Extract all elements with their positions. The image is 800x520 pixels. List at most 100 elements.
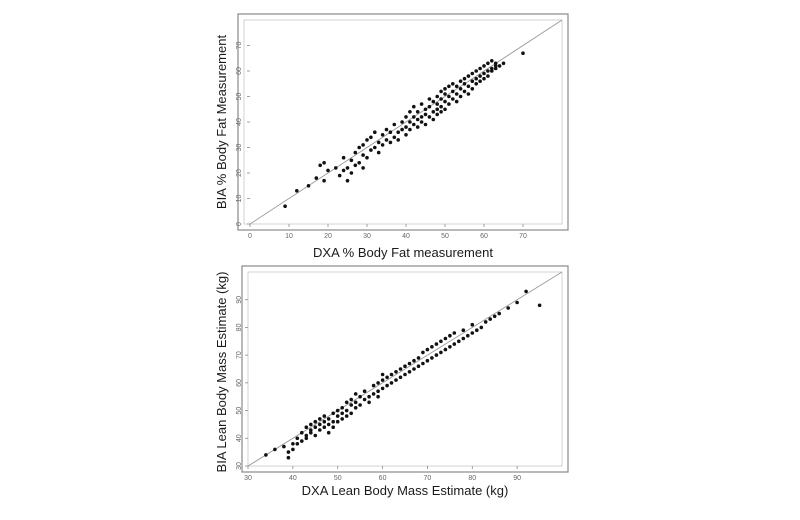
body-fat-data-point [353,150,358,155]
lean-mass-data-point [291,447,295,452]
body-fat-data-point [384,138,389,142]
lean-mass-data-point [309,428,313,432]
lean-mass-data-point [421,350,425,355]
body-fat-data-point [497,64,502,68]
lean-mass-y-axis-title: BIA Lean Body Mass Estimate (kg) [214,272,229,473]
body-fat-data-point [474,69,479,73]
body-fat-data-point [380,133,385,137]
lean-mass-data-point [452,342,457,346]
lean-mass-data-point [425,358,430,363]
body-fat-data-point [412,122,416,127]
lean-mass-y-tick-label: 80 [236,323,243,331]
body-fat-data-point [349,158,354,163]
body-fat-data-point [431,99,436,104]
lean-mass-data-point [380,378,385,382]
lean-mass-data-point [403,364,407,369]
lean-mass-data-point [340,411,345,416]
body-fat-data-point [478,66,482,71]
body-fat-data-point [486,61,490,66]
lean-mass-y-tick-label: 30 [236,462,243,470]
lean-mass-data-point [322,414,327,418]
body-fat-data-point [458,94,463,99]
lean-mass-data-point [326,417,331,421]
lean-mass-data-point [304,433,309,438]
lean-mass-data-point [506,306,511,310]
lean-mass-data-point [475,328,479,333]
lean-mass-x-tick-label: 50 [334,475,342,482]
lean-mass-data-point [331,411,336,416]
body-fat-data-point [419,120,424,124]
body-fat-x-tick-label: 20 [324,233,332,240]
lean-mass-data-point [380,372,385,377]
lean-mass-data-point [394,378,398,382]
lean-mass-data-point [367,394,371,399]
lean-mass-data-point [362,397,367,402]
lean-mass-data-point [371,383,376,388]
body-fat-data-point [451,89,455,94]
body-fat-x-tick-label: 60 [480,233,488,240]
lean-mass-data-point [488,317,493,321]
body-fat-data-point [431,110,436,114]
body-fat-data-point [345,178,350,183]
body-fat-data-point [361,143,365,147]
body-fat-y-axis-title: BIA % Body Fat Measurement [214,35,229,210]
lean-mass-data-point [335,414,340,418]
body-fat-data-point [365,138,369,142]
body-fat-data-point [466,92,471,96]
body-fat-plot-frame [237,13,569,231]
body-fat-data-point [443,99,447,104]
body-fat-data-point [412,115,416,119]
lean-mass-plot-inner-frame [247,271,563,467]
body-fat-data-point [400,120,404,124]
lean-mass-data-point [421,361,425,366]
lean-mass-data-point [335,419,340,424]
body-fat-data-point [408,120,412,124]
body-fat-data-point [357,145,362,150]
body-fat-y-tick-label: 60 [236,67,243,75]
lean-mass-data-point [358,394,362,399]
body-fat-data-point [501,61,506,66]
lean-mass-data-point [407,361,412,366]
body-fat-data-point [493,66,498,71]
lean-mass-data-point [326,430,331,435]
body-fat-data-point [396,138,401,142]
body-fat-data-point [295,189,299,193]
body-fat-data-point [482,71,486,76]
lean-mass-data-point [322,419,327,424]
body-fat-data-point [474,76,479,81]
lean-mass-data-point [349,411,354,416]
lean-mass-data-point [331,425,336,430]
lean-mass-data-point [439,350,443,355]
lean-mass-data-point [304,436,309,441]
body-fat-data-point [462,89,467,94]
body-fat-data-point [427,104,432,109]
body-fat-y-tick-label: 50 [236,93,243,101]
lean-mass-scatter-chart: 30 40 50 60 70 80 90 30 40 50 60 70 80 90 DXA Lean Bo… [214,265,569,498]
body-fat-data-point [415,117,420,122]
body-fat-scatter-chart: 0 10 20 30 40 50 60 70 0 10 20 30 40 50 60 70 DXA % Bod… [214,13,569,260]
lean-mass-data-point [300,430,304,435]
body-fat-data-point [470,87,475,91]
lean-mass-y-tick-label: 60 [236,379,243,387]
body-fat-data-point [470,71,475,76]
body-fat-data-point [341,155,346,160]
body-fat-data-point [454,92,459,96]
body-fat-data-point [490,69,494,73]
body-fat-data-point [478,79,482,83]
lean-mass-x-tick-label: 40 [289,475,297,482]
body-fat-data-point [521,51,525,55]
body-fat-data-point [345,166,350,170]
body-fat-data-point [423,112,428,117]
lean-mass-x-tick-label: 80 [468,475,476,482]
lean-mass-data-point [461,336,466,341]
body-fat-data-point [357,161,362,165]
body-fat-data-point [447,84,451,89]
lean-mass-data-point [318,428,322,432]
lean-mass-data-point [398,367,403,371]
body-fat-data-point [470,79,475,83]
lean-mass-data-point [349,397,354,402]
lean-mass-data-point [416,364,421,369]
body-fat-data-point [423,107,428,112]
lean-mass-data-point [524,289,528,294]
body-fat-x-axis-title: DXA % Body Fat measurement [313,245,493,260]
